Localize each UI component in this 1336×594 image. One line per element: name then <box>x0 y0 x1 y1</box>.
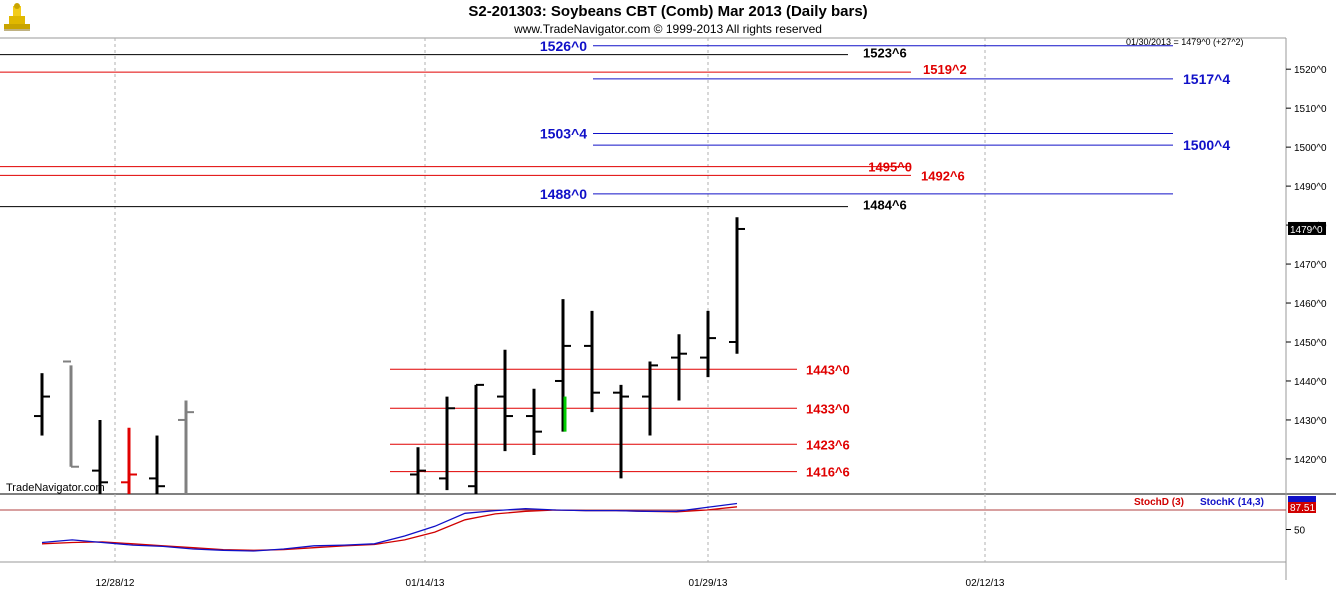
stoch-k-value-box <box>1288 496 1316 502</box>
level-label: 1423^6 <box>806 437 850 452</box>
price-tick-label: 1450^0 <box>1294 338 1327 349</box>
axes-labels: 12/28/12 01/14/13 01/29/13 02/12/13 1420^0 14… <box>96 65 1327 589</box>
ohlc-bar <box>613 384 629 479</box>
stoch-d-legend: StochD (3) <box>1134 497 1184 508</box>
stoch-k-line <box>41 502 738 552</box>
ohlc-bar <box>729 217 745 354</box>
level-label: 1495^0 <box>868 160 912 175</box>
level-label: 1484^6 <box>863 198 907 213</box>
level-label: 1526^0 <box>540 38 587 54</box>
price-tick-label: 1500^0 <box>1294 143 1327 154</box>
level-label: 1500^4 <box>1183 137 1230 153</box>
ohlc-bar <box>439 396 455 491</box>
level-label: 1517^4 <box>1183 71 1230 87</box>
stoch-tick-label: 50 <box>1294 526 1306 537</box>
ohlc-bar <box>149 435 165 494</box>
price-tick-label: 1420^0 <box>1294 455 1327 466</box>
ohlc-bar <box>584 310 600 413</box>
price-levels: 1526^0 1523^6 1519^2 1517^4 1503^4 1500^4 1495… <box>0 38 1230 480</box>
price-tick-label: 1520^0 <box>1294 65 1327 76</box>
ohlc-bar <box>92 419 108 494</box>
ohlc-bar <box>555 299 571 432</box>
price-tick-label: 1490^0 <box>1294 182 1327 193</box>
stoch-k-legend: StochK (14,3) <box>1200 497 1264 508</box>
stoch-last-value-label: 87.51 <box>1290 503 1315 514</box>
ohlc-bar <box>468 383 484 494</box>
ohlc-bar <box>642 361 658 436</box>
level-label: 1433^0 <box>806 401 850 416</box>
level-label: 1523^6 <box>863 46 907 61</box>
x-tick-label: 02/12/13 <box>966 578 1005 589</box>
last-price-status: 01/30/2013 = 1479^0 (+27^2) <box>1126 37 1244 47</box>
last-price-box <box>1288 221 1326 235</box>
level-label: 1488^0 <box>540 186 587 202</box>
ohlc-bar <box>410 447 426 494</box>
level-label: 1503^4 <box>540 125 587 141</box>
ohlc-bar <box>671 334 687 401</box>
x-tick-label: 01/29/13 <box>689 578 728 589</box>
price-tick-label: 1470^0 <box>1294 260 1327 271</box>
level-label: 1492^6 <box>921 168 965 183</box>
ohlc-bar <box>526 388 542 456</box>
level-label: 1416^6 <box>806 465 850 480</box>
price-tick-label: 1460^0 <box>1294 299 1327 310</box>
stochastic-pane: 50 87.51 <box>0 496 1316 552</box>
x-tick-label: 12/28/12 <box>96 578 135 589</box>
price-tick-label: 1440^0 <box>1294 377 1327 388</box>
price-bars <box>34 217 745 494</box>
ohlc-bar <box>34 373 50 436</box>
trade-navigator-logo-icon <box>0 0 34 34</box>
ohlc-bar <box>63 360 79 468</box>
ohlc-bar <box>700 310 716 378</box>
last-price-label: 1479^0 <box>1290 225 1323 236</box>
stoch-d-value-box <box>1288 502 1316 513</box>
ohlc-bar <box>121 427 137 494</box>
level-label: 1443^0 <box>806 362 850 377</box>
chart-title: S2-201303: Soybeans CBT (Comb) Mar 2013 … <box>468 3 868 20</box>
watermark: TradeNavigator.com <box>6 482 105 494</box>
copyright-notice: www.TradeNavigator.com © 1999-2013 All r… <box>514 22 822 36</box>
x-tick-label: 01/14/13 <box>406 578 445 589</box>
price-tick-label: 1430^0 <box>1294 416 1327 427</box>
ohlc-bar <box>497 349 513 452</box>
level-label: 1519^2 <box>923 62 967 77</box>
price-tick-label: 1510^0 <box>1294 104 1327 115</box>
ohlc-bar <box>178 400 194 494</box>
